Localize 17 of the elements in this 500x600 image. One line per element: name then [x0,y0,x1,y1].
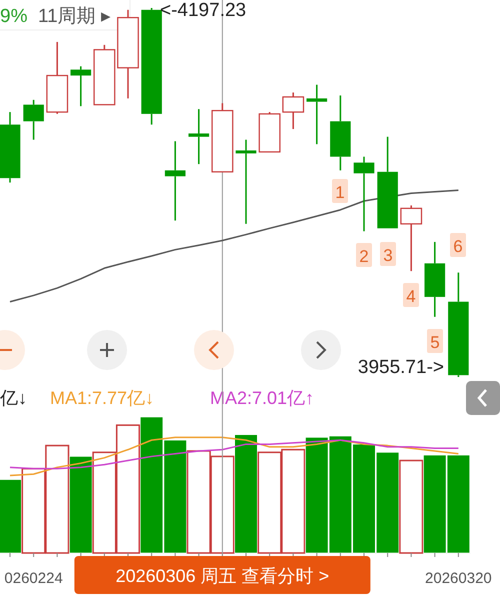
annotation: 11周期 ▸ [38,6,111,27]
annotation: 2 [359,247,369,266]
annotation: 5 [430,333,440,352]
x-tick-label: 20260320 [425,570,492,587]
text: 亿↓ [0,388,27,408]
annotation: <-4197.23 [160,0,246,21]
x-tick-label: 0260224 [4,570,63,587]
series-label: MA2:7.01亿↑ [210,388,314,408]
series-label: MA1:7.77亿↓ [50,388,154,408]
annotation: 1 [335,183,345,202]
annotation: 4 [406,287,416,306]
period-box: 9% 11周期 ▸ [0,0,130,30]
annotation: 3 [383,246,393,265]
annotation: 6 [453,237,463,256]
annotation: 9% [0,6,28,27]
x-tick-label: 20260306 周五 查看分时 > [116,566,330,586]
annotation: 3955.71-> [358,357,444,378]
